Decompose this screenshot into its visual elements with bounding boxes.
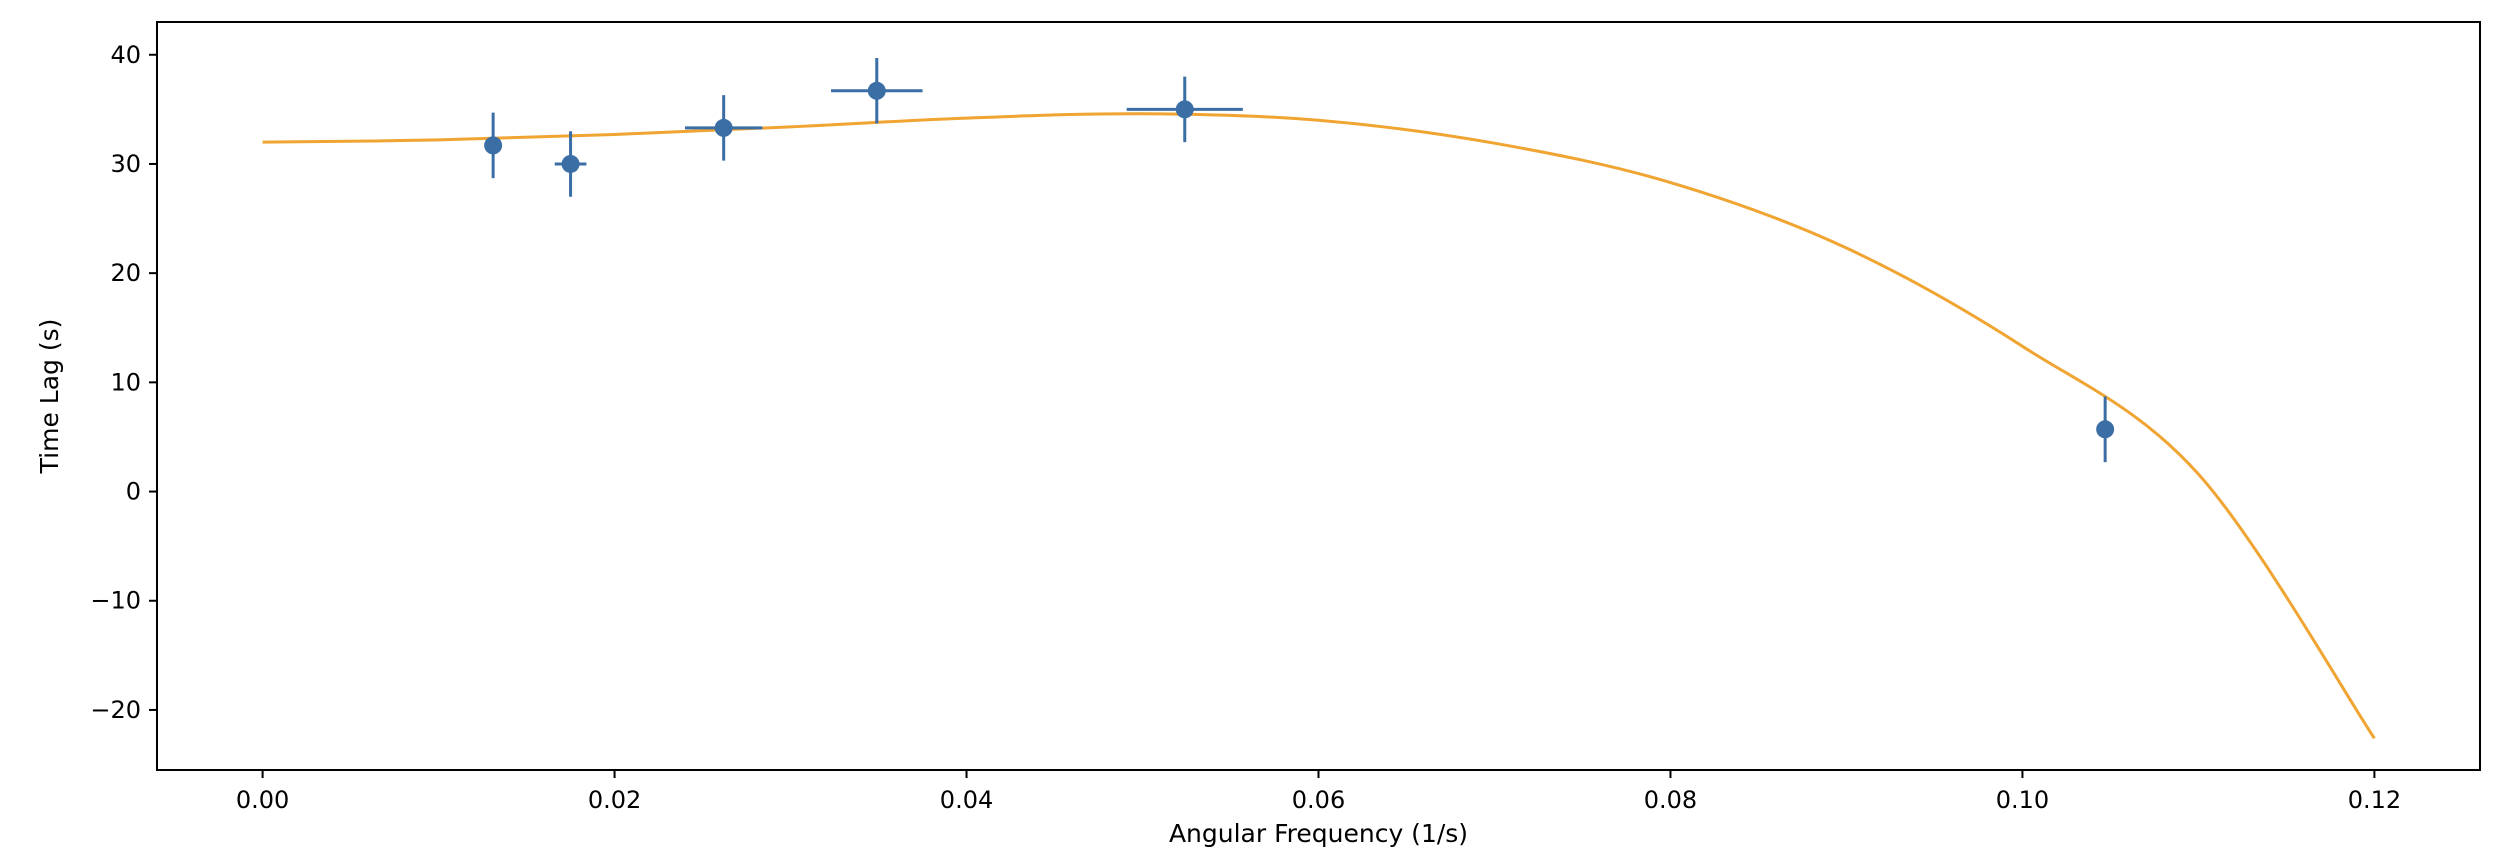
data-point-group: [684, 95, 763, 161]
x-tick-label: 0.08: [1644, 786, 1697, 814]
points-layer: [484, 58, 2115, 463]
data-point-group: [831, 58, 923, 124]
y-axis-label: Time Lag (s): [35, 319, 64, 475]
fit-layer: [262, 112, 2376, 740]
y-tick-label: −20: [90, 696, 141, 724]
data-point: [484, 136, 503, 155]
y-tick-label: 40: [110, 41, 141, 69]
data-point: [714, 118, 733, 137]
y-tick-label: 30: [110, 150, 141, 178]
x-axis: 0.00 0.02 0.04 0.06 0.08 0.10 0.12: [236, 770, 2401, 814]
data-point: [867, 81, 886, 100]
x-tick-label: 0.06: [1292, 786, 1345, 814]
x-tick-label: 0.12: [2348, 786, 2401, 814]
x-tick-label: 0.04: [940, 786, 993, 814]
x-tick-label: 0.02: [588, 786, 641, 814]
data-point-group: [1126, 76, 1243, 143]
data-point: [1175, 100, 1194, 119]
data-point: [561, 154, 580, 173]
x-tick-label: 0.10: [1996, 786, 2049, 814]
y-tick-label: 20: [110, 259, 141, 287]
x-tick-label: 0.00: [236, 786, 289, 814]
data-point-group: [554, 131, 587, 197]
data-point-group: [2096, 396, 2115, 463]
data-point: [2096, 420, 2115, 439]
y-tick-label: 0: [126, 478, 141, 506]
y-tick-label: −10: [90, 587, 141, 615]
fit-curve-line: [262, 112, 2376, 740]
x-axis-label: Angular Frequency (1/s): [1169, 819, 1468, 848]
y-tick-label: 10: [110, 368, 141, 396]
data-point-group: [484, 112, 503, 179]
y-axis: −20 −10 0 10 20 30 40: [90, 41, 157, 724]
